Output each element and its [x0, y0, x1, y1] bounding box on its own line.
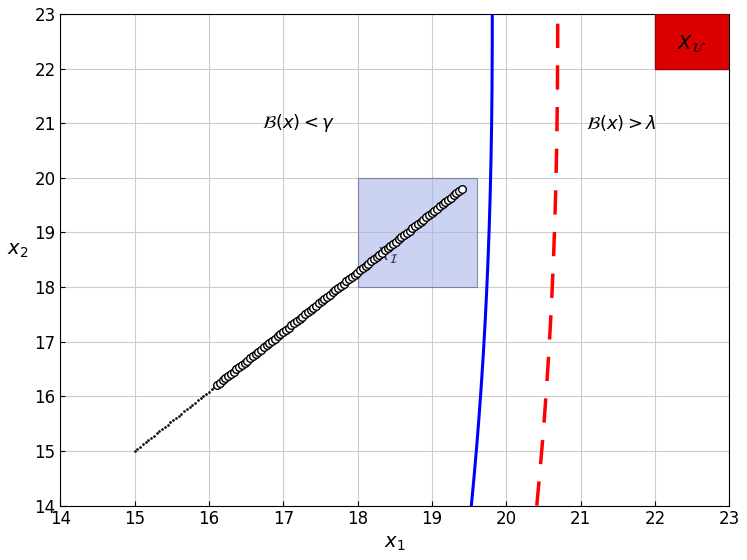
Text: $X_{\mathcal{I}}$: $X_{\mathcal{I}}$ — [376, 245, 399, 265]
Bar — [655, 14, 729, 68]
Text: $\mathcal{B}(x) > \lambda$: $\mathcal{B}(x) > \lambda$ — [586, 113, 657, 133]
Y-axis label: $x_2$: $x_2$ — [7, 241, 28, 260]
Bar — [358, 178, 477, 287]
Text: $\mathcal{B}(x) < \gamma$: $\mathcal{B}(x) < \gamma$ — [261, 112, 335, 134]
X-axis label: $x_1$: $x_1$ — [384, 534, 406, 553]
Text: $X_{\mathcal{U}}$: $X_{\mathcal{U}}$ — [678, 34, 707, 55]
